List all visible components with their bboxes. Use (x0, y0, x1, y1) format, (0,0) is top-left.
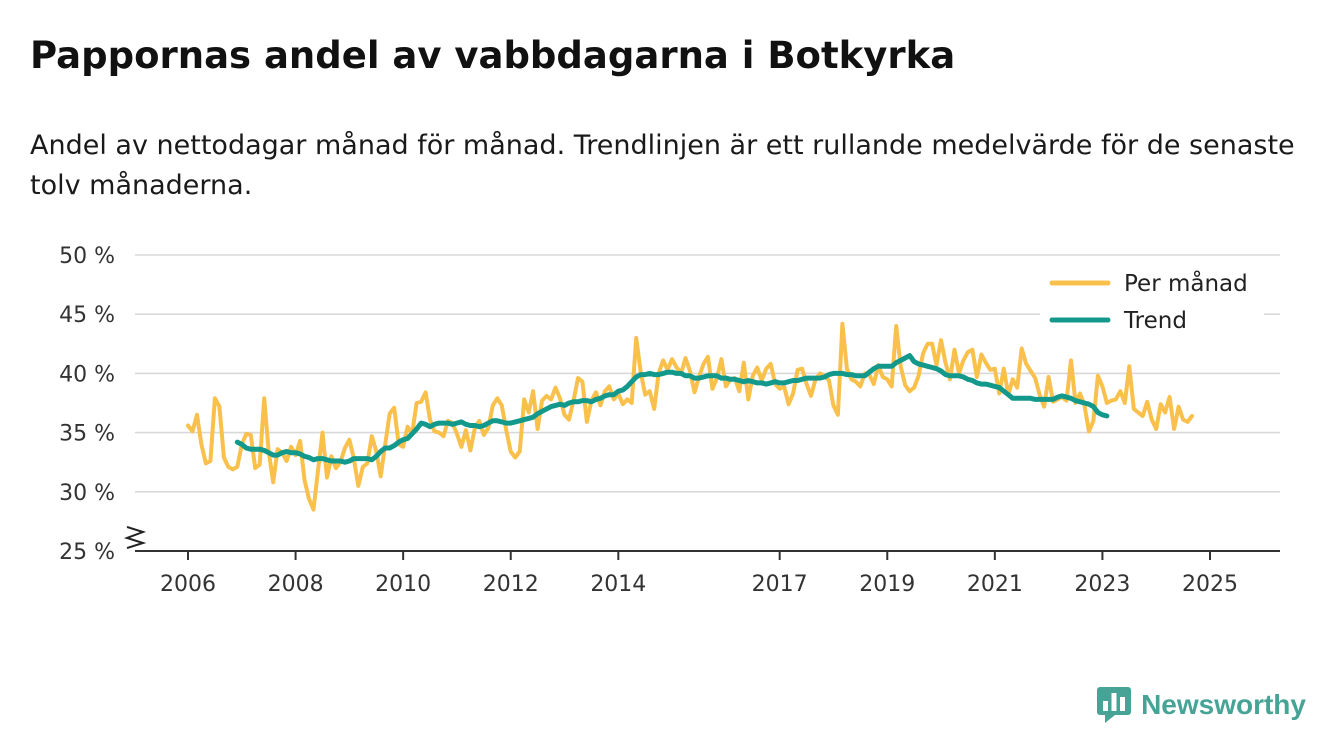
x-tick-label-2014: 2014 (590, 572, 646, 597)
y-tick-label-30: 30 % (59, 481, 115, 506)
line-chart: 25 % 30 % 35 % 40 % 45 % 50 % 2006 2008 2010 201… (59, 244, 1280, 597)
x-axis: 2006 2008 2010 2012 2014 2017 2019 2021 2023 2025 (135, 550, 1280, 597)
legend-label-per-manad: Per månad (1124, 269, 1248, 297)
x-tick-label-2019: 2019 (859, 572, 915, 597)
y-axis: 25 % 30 % 35 % 40 % 45 % 50 % (59, 244, 147, 565)
brand-logo: Newsworthy (1097, 687, 1306, 723)
x-tick-label-2010: 2010 (375, 572, 431, 597)
y-tick-label-45: 45 % (59, 303, 115, 328)
y-tick-label-25: 25 % (59, 540, 115, 565)
legend: Per månad Trend (1040, 265, 1264, 343)
y-tick-label-40: 40 % (59, 362, 115, 387)
x-tick-label-2006: 2006 (160, 572, 216, 597)
x-tick-label-2017: 2017 (752, 572, 808, 597)
legend-background (1040, 265, 1264, 343)
x-tick-label-2025: 2025 (1182, 572, 1238, 597)
y-tick-label-35: 35 % (59, 422, 115, 447)
series-line-trend (234, 353, 1110, 465)
x-tick-label-2008: 2008 (268, 572, 324, 597)
x-tick-label-2023: 2023 (1074, 572, 1130, 597)
y-tick-label-50: 50 % (59, 244, 115, 269)
brand-name: Newsworthy (1141, 689, 1306, 720)
legend-label-trend: Trend (1123, 308, 1187, 334)
x-tick-label-2012: 2012 (483, 572, 539, 597)
x-tick-label-2021: 2021 (967, 572, 1023, 597)
newsworthy-logo-icon (1097, 687, 1132, 723)
chart-subtitle: Andel av nettodagar månad för månad. Tre… (30, 130, 1295, 201)
chart-title: Pappornas andel av vabbdagarna i Botkyrk… (30, 34, 956, 77)
series-lines (186, 321, 1194, 512)
series-line-per-manad (186, 321, 1194, 512)
axis-break-icon (123, 526, 147, 549)
